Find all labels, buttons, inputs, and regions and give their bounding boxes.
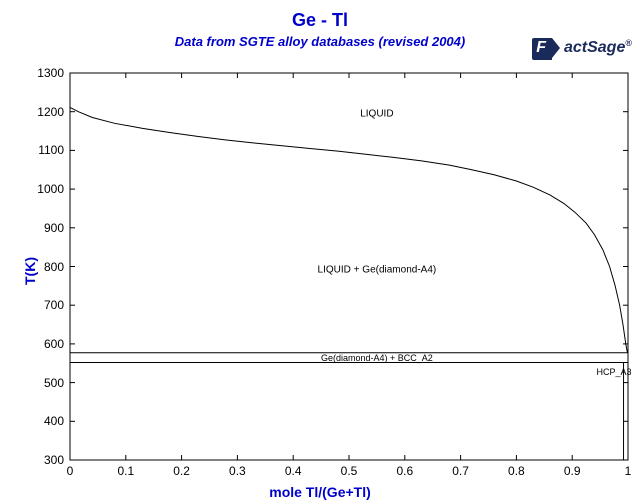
y-tick-label: 600 — [44, 337, 64, 351]
y-tick-label: 1000 — [37, 182, 64, 196]
y-tick-label: 700 — [44, 298, 64, 312]
x-tick-label: 0.7 — [452, 464, 469, 478]
region-label: LIQUID — [360, 108, 393, 119]
x-tick-label: 0.3 — [229, 464, 246, 478]
y-tick-label: 500 — [44, 376, 64, 390]
x-tick-label: 0.9 — [564, 464, 581, 478]
x-tick-label: 0.5 — [341, 464, 358, 478]
figure-container: Ge - Tl Data from SGTE alloy databases (… — [0, 0, 640, 504]
y-tick-label: 1100 — [38, 143, 64, 157]
y-tick-label: 1300 — [37, 66, 64, 80]
y-tick-label: 1200 — [37, 105, 64, 119]
y-tick-label: 800 — [44, 260, 64, 274]
x-tick-label: 0.2 — [173, 464, 190, 478]
x-tick-label: 1 — [625, 464, 632, 478]
y-tick-label: 300 — [44, 453, 64, 467]
region-label: LIQUID + Ge(diamond-A4) — [318, 265, 437, 276]
region-label: Ge(diamond-A4) + BCC_A2 — [321, 353, 433, 363]
x-tick-label: 0.1 — [117, 464, 134, 478]
x-tick-label: 0 — [67, 464, 74, 478]
phase-diagram-svg — [0, 0, 640, 504]
x-tick-label: 0.6 — [396, 464, 413, 478]
y-tick-label: 400 — [44, 414, 64, 428]
x-tick-label: 0.8 — [508, 464, 525, 478]
y-tick-label: 900 — [44, 221, 64, 235]
region-label: HCP_A3 — [597, 367, 632, 377]
x-tick-label: 0.4 — [285, 464, 302, 478]
